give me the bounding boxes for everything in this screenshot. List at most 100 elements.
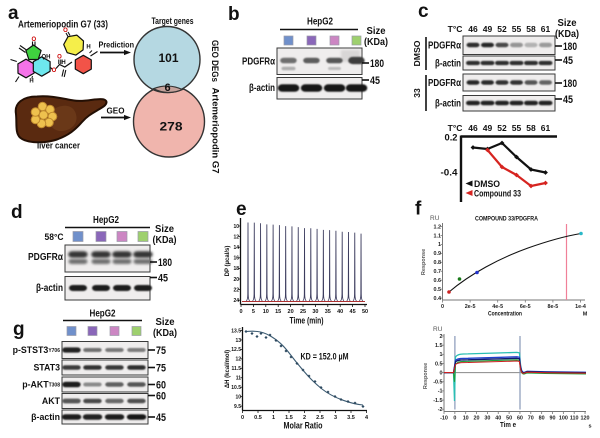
svg-text:10: 10 [235,394,241,400]
svg-text:45: 45 [158,272,168,284]
svg-text:15: 15 [275,309,281,315]
svg-text:Concentration: Concentration [488,311,522,318]
svg-text:180: 180 [158,257,172,269]
svg-text:b: b [228,4,240,25]
svg-text:Time (min): Time (min) [290,316,324,327]
svg-text:180: 180 [563,78,577,90]
svg-text:9.5: 9.5 [234,404,241,410]
svg-text:16: 16 [233,256,239,262]
svg-text:HepG2: HepG2 [90,309,116,320]
svg-text:30: 30 [484,416,490,422]
svg-text:e: e [236,199,247,220]
svg-text:Size: Size [367,26,386,37]
svg-text:Size: Size [155,224,174,235]
svg-text:HepG2: HepG2 [307,17,333,28]
svg-text:O: O [63,28,68,34]
svg-text:a: a [8,3,19,24]
svg-text:2e-5: 2e-5 [465,304,476,310]
svg-text:12.5: 12.5 [231,347,241,353]
svg-text:49: 49 [483,24,493,34]
svg-text:33: 33 [412,88,422,98]
svg-text:0: 0 [441,304,444,310]
svg-text:DMSO: DMSO [412,40,422,66]
svg-text:60: 60 [156,379,166,391]
svg-text:11: 11 [236,376,242,382]
svg-text:46: 46 [468,123,478,133]
svg-text:O: O [52,68,57,74]
svg-text:45: 45 [156,412,166,424]
svg-text:0.9: 0.9 [434,251,442,257]
svg-text:58: 58 [526,24,536,34]
svg-text:c: c [418,1,429,22]
svg-text:g: g [13,319,25,340]
svg-text:50: 50 [362,309,368,315]
svg-text:2: 2 [303,415,306,421]
svg-text:45: 45 [563,55,573,67]
svg-text:Molar Ratio: Molar Ratio [284,421,323,432]
svg-text:180: 180 [563,41,577,53]
svg-text:Artemeriopodin G7 (33): Artemeriopodin G7 (33) [18,20,108,31]
svg-text:278: 278 [160,120,183,134]
svg-text:GEO DEGs: GEO DEGs [209,40,220,82]
svg-text:180: 180 [370,58,384,70]
svg-text:PDGFRα: PDGFRα [428,78,462,89]
svg-text:60: 60 [156,390,166,402]
svg-text:Compound 33: Compound 33 [474,189,521,200]
svg-text:58: 58 [526,123,536,133]
svg-text:20: 20 [288,309,294,315]
svg-text:10: 10 [463,416,469,422]
svg-text:40: 40 [337,309,343,315]
svg-text:58°C: 58°C [45,232,64,243]
svg-text:13: 13 [235,338,241,344]
svg-text:H: H [29,79,33,85]
svg-text:β-actin: β-actin [435,99,461,110]
svg-text:PDGFRα: PDGFRα [28,252,64,263]
svg-text:70: 70 [528,416,534,422]
svg-text:12: 12 [233,234,239,240]
svg-text:RU: RU [433,326,443,333]
svg-text:PDGFRα: PDGFRα [242,57,276,68]
svg-text:Response: Response [421,249,427,275]
svg-text:13.5: 13.5 [231,328,241,334]
svg-text:-0.5: -0.5 [433,380,442,386]
svg-text:30: 30 [312,309,318,315]
svg-text:45: 45 [350,309,356,315]
svg-text:OH: OH [42,55,51,61]
svg-text:Target genes: Target genes [152,16,194,27]
svg-text:55: 55 [512,24,522,34]
svg-text:61: 61 [541,123,551,133]
svg-text:-2: -2 [438,407,443,413]
svg-text:0.5: 0.5 [435,361,443,367]
svg-text:6: 6 [164,82,170,94]
svg-text:T°C: T°C [448,24,463,34]
svg-text:0.2: 0.2 [445,133,458,144]
svg-text:1e-4: 1e-4 [575,304,586,310]
svg-text:0.6: 0.6 [434,278,442,284]
svg-text:0.4: 0.4 [434,296,442,302]
svg-text:s: s [588,424,591,430]
svg-text:24: 24 [233,298,239,304]
svg-text:10: 10 [263,309,269,315]
svg-text:f: f [415,199,422,220]
svg-text:Response: Response [423,363,429,389]
svg-text:20: 20 [233,277,239,283]
svg-text:3.5: 3.5 [347,415,355,421]
svg-text:p-AKTT308: p-AKTT308 [22,380,60,390]
svg-text:β-actin: β-actin [435,59,461,70]
svg-text:55: 55 [512,123,522,133]
svg-text:(KDa): (KDa) [555,29,579,40]
svg-text:49: 49 [483,123,493,133]
svg-text:25: 25 [300,309,306,315]
svg-text:H: H [86,45,90,51]
svg-text:DP (µcal/s): DP (µcal/s) [225,246,231,277]
svg-text:46: 46 [468,24,478,34]
svg-text:61: 61 [541,24,551,34]
svg-text:STAT3: STAT3 [33,363,60,373]
svg-text:0: 0 [241,415,244,421]
svg-text:HepG2: HepG2 [93,215,119,226]
svg-text:10: 10 [233,224,239,230]
svg-text:1: 1 [272,415,275,421]
svg-text:22: 22 [233,287,239,293]
svg-text:5: 5 [252,309,255,315]
svg-text:COMPOUND 33/PDGFRA: COMPOUND 33/PDGFRA [475,216,538,223]
